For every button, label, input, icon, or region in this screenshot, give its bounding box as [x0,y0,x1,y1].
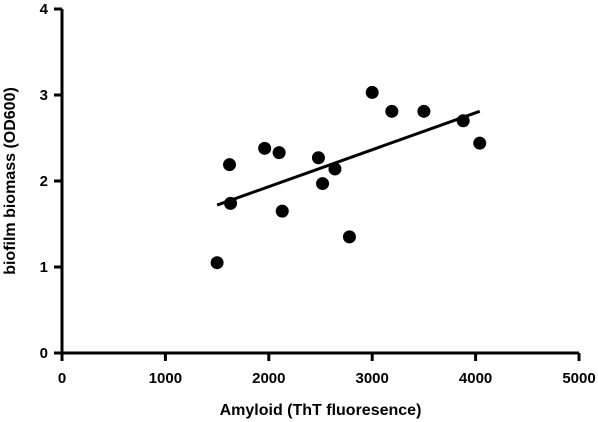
y-tick-label: 0 [40,345,48,362]
y-tick-label: 2 [40,173,48,190]
data-point [258,141,272,155]
y-axis-title: biofilm biomass (OD600) [2,87,19,275]
ticks: 0 1000 2000 3000 4000 5000 0 1 2 3 4 [40,1,596,387]
x-tick-label: 2000 [252,370,285,387]
fit-line-group [216,109,481,207]
data-point [365,85,379,99]
data-point [385,104,399,118]
regression-line [216,109,481,207]
x-tick-label: 4000 [459,370,492,387]
x-tick-label: 1000 [149,370,182,387]
data-point [316,177,330,191]
data-point [311,151,325,165]
data-points [210,85,487,270]
data-point [210,256,224,270]
x-tick-label: 0 [58,370,66,387]
x-tick-label: 3000 [356,370,389,387]
y-tick-label: 3 [40,87,48,104]
x-tick-label: 5000 [562,370,595,387]
data-point [456,114,470,128]
y-tick-label: 4 [40,1,49,18]
data-point [342,230,356,244]
data-point [417,104,431,118]
data-point [328,162,342,176]
data-point [473,136,487,150]
y-tick-label: 1 [40,259,48,276]
data-point [272,146,286,160]
x-axis-title: Amyloid (ThT fluoresence) [220,402,422,419]
data-point [224,196,238,210]
data-point [223,158,237,172]
data-point [275,204,289,218]
